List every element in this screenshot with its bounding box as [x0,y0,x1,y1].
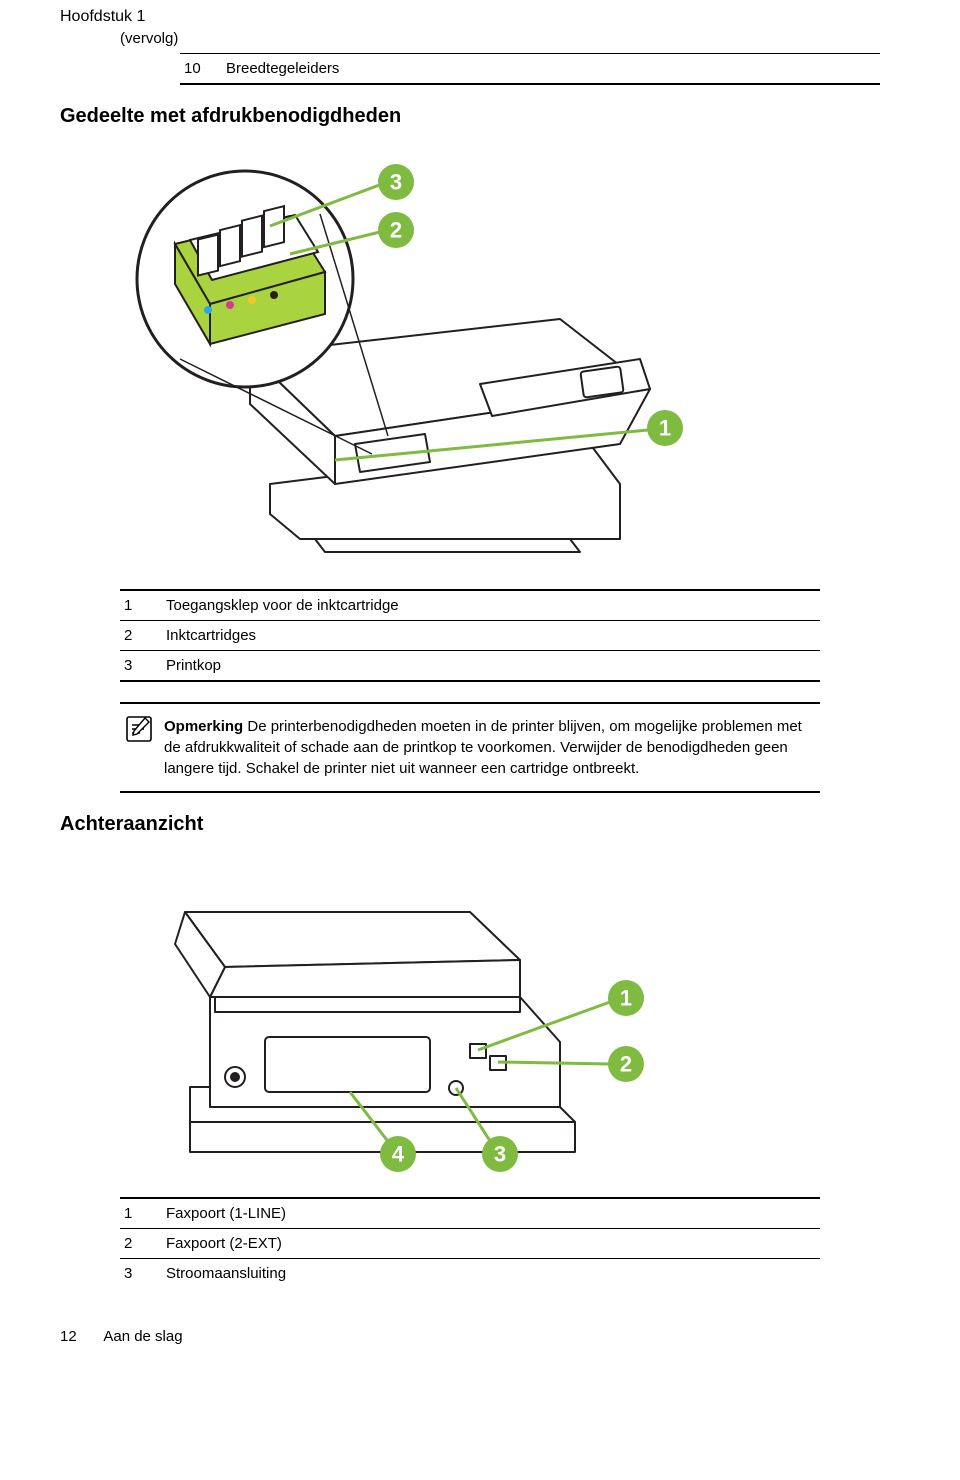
section-heading-supplies: Gedeelte met afdrukbenodigdheden [60,105,900,128]
legend-label: Printkop [162,651,820,682]
note-icon [126,716,152,742]
rear-legend-table: 1 Faxpoort (1-LINE) 2 Faxpoort (2-EXT) 3… [120,1197,820,1288]
top-legend-table: 10 Breedtegeleiders [180,53,880,85]
legend-num: 3 [120,651,162,682]
section-heading-rear: Achteraanzicht [60,813,900,836]
note-text: Opmerking De printerbenodigdheden moeten… [164,716,814,779]
legend-label: Stroomaansluiting [162,1259,820,1289]
legend-num: 2 [120,1229,162,1259]
legend-num: 1 [120,1198,162,1229]
footer-section-name: Aan de slag [103,1328,182,1345]
chapter-title: Hoofdstuk 1 [60,0,900,26]
legend-label: Breedtegeleiders [222,54,880,85]
callout-1: 1 [659,416,671,441]
legend-num: 3 [120,1259,162,1289]
top-legend-table-wrap: 10 Breedtegeleiders [120,53,820,85]
rear-diagram: 1 2 3 4 [120,852,900,1177]
legend-label: Inktcartridges [162,621,820,651]
legend-num: 2 [120,621,162,651]
note-body: De printerbenodigdheden moeten in de pri… [164,718,802,777]
page-footer: 12 Aan de slag [60,1328,900,1345]
rear-callout-4: 4 [392,1142,405,1167]
legend-label: Faxpoort (2-EXT) [162,1229,820,1259]
supplies-diagram: 3 2 1 [120,144,900,569]
legend-num: 1 [120,590,162,621]
note-label: Opmerking [164,718,243,735]
rear-callout-1: 1 [620,986,632,1011]
legend-num: 10 [180,54,222,85]
rear-callout-3: 3 [494,1142,506,1167]
footer-page-number: 12 [60,1328,100,1345]
callout-3: 3 [390,170,402,195]
note-box: Opmerking De printerbenodigdheden moeten… [120,702,820,793]
rear-callout-2: 2 [620,1052,632,1077]
printer-rear-svg: 1 2 3 4 [120,852,680,1172]
supplies-legend-table: 1 Toegangsklep voor de inktcartridge 2 I… [120,589,820,682]
continued-label: (vervolg) [120,30,900,47]
printer-supplies-svg: 3 2 1 [120,144,700,564]
page-content: Hoofdstuk 1 (vervolg) 10 Breedtegeleider… [0,0,960,1385]
legend-label: Toegangsklep voor de inktcartridge [162,590,820,621]
legend-label: Faxpoort (1-LINE) [162,1198,820,1229]
callout-2: 2 [390,218,402,243]
